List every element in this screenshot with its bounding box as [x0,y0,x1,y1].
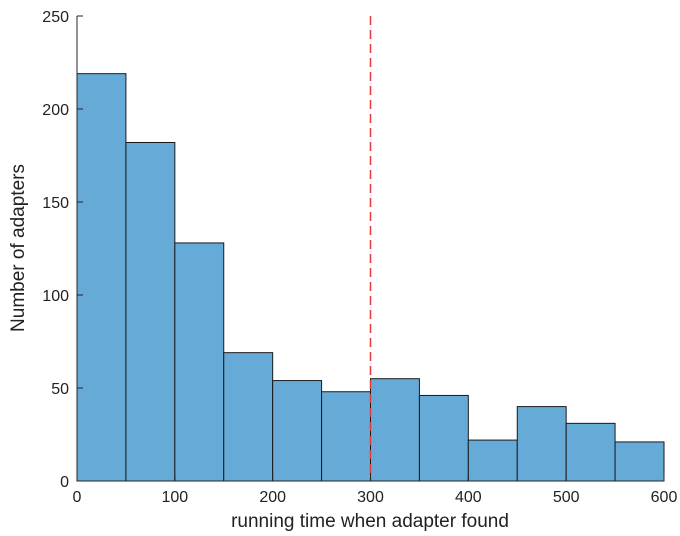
x-tick-label: 600 [651,489,678,506]
y-axis-label: Number of adapters [8,164,29,332]
x-tick-label: 500 [553,489,580,506]
histogram-bar [467,439,518,482]
y-ticks-group: 0 50 100 150 200 250 [42,9,83,491]
y-tick-label: 200 [42,102,69,119]
x-tick-label: 0 [73,489,82,506]
histogram-bar [516,406,567,482]
histogram-bar [370,378,420,482]
x-axis-label: running time when adapter found [231,511,509,532]
x-tick-label: 400 [455,489,482,506]
histogram-bar [321,391,372,482]
histogram-bar [565,422,616,482]
x-tick-label: 300 [357,489,384,506]
y-tick-label: 100 [42,288,69,305]
histogram-bar [125,141,176,482]
x-tick-label: 200 [259,489,286,506]
x-ticks-group: 0 100 200 300 400 500 600 [73,475,678,506]
y-tick-label: 0 [60,474,69,491]
histogram-bar [614,441,665,482]
y-tick-label: 50 [51,381,69,398]
y-tick-label: 150 [42,195,69,212]
histogram-bar [76,73,127,482]
histogram-bar [272,380,323,482]
bars-group [76,73,665,482]
x-tick-label: 100 [161,489,188,506]
histogram-bar [174,242,225,482]
y-tick-label: 250 [42,9,69,26]
histogram-bar [418,394,469,482]
histogram-bar [223,352,274,482]
